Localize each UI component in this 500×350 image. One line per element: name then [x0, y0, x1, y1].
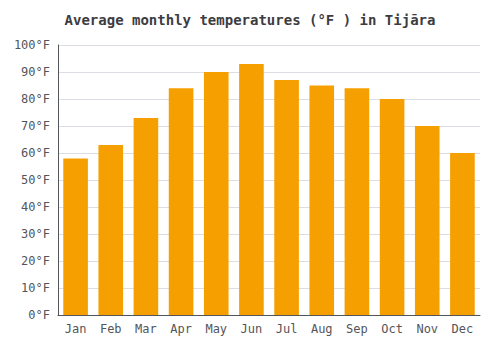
svg-text:20°F: 20°F [21, 254, 50, 268]
svg-text:90°F: 90°F [21, 65, 50, 79]
svg-text:30°F: 30°F [21, 227, 50, 241]
svg-text:Feb: Feb [100, 322, 122, 336]
svg-text:Dec: Dec [452, 322, 474, 336]
svg-text:Mar: Mar [135, 322, 157, 336]
svg-text:Sep: Sep [346, 322, 368, 336]
svg-text:Jan: Jan [65, 322, 87, 336]
svg-text:50°F: 50°F [21, 173, 50, 187]
svg-text:60°F: 60°F [21, 146, 50, 160]
svg-text:70°F: 70°F [21, 119, 50, 133]
svg-text:10°F: 10°F [21, 281, 50, 295]
svg-text:100°F: 100°F [14, 38, 50, 52]
svg-text:Aug: Aug [311, 322, 333, 336]
svg-text:Nov: Nov [416, 322, 438, 336]
svg-text:Oct: Oct [381, 322, 403, 336]
svg-text:Apr: Apr [170, 322, 192, 336]
svg-text:Average monthly temperatures (: Average monthly temperatures (°F ) in Ti… [65, 12, 436, 28]
svg-text:Jul: Jul [276, 322, 298, 336]
svg-text:0°F: 0°F [28, 308, 50, 322]
svg-text:40°F: 40°F [21, 200, 50, 214]
svg-text:80°F: 80°F [21, 92, 50, 106]
svg-text:May: May [205, 322, 227, 336]
svg-text:Jun: Jun [241, 322, 263, 336]
